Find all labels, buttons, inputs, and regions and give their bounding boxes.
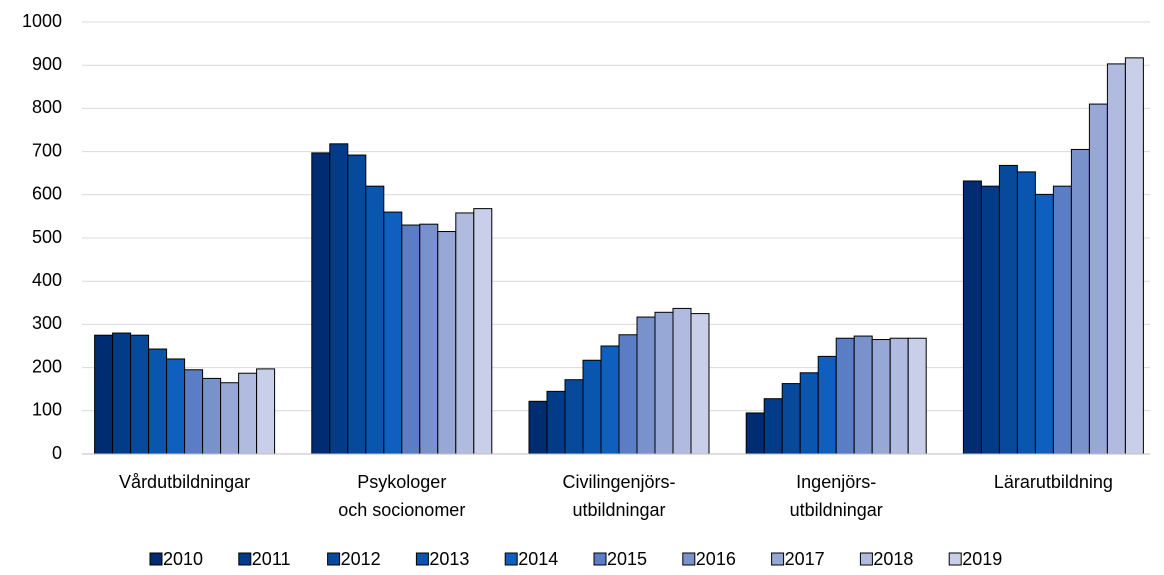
bar [980, 185, 1000, 455]
bar [636, 316, 656, 455]
bar [528, 400, 548, 455]
x-tick-label: Vårdutbildningar [119, 472, 250, 492]
bar [401, 224, 421, 455]
bar [781, 383, 801, 455]
legend-swatch [238, 552, 252, 566]
bar [889, 337, 909, 455]
x-tick-label: utbildningar [572, 500, 665, 520]
y-tick-label: 600 [32, 184, 62, 204]
bar [329, 143, 349, 455]
bar [437, 231, 457, 455]
legend-label: 2016 [696, 549, 736, 569]
legend-swatch [415, 552, 429, 566]
y-tick-label: 300 [32, 313, 62, 333]
bar [166, 358, 186, 455]
legend-label: 2010 [163, 549, 203, 569]
bar [473, 208, 493, 455]
bar [130, 334, 150, 455]
bar [94, 334, 114, 455]
bar [238, 372, 258, 455]
bar [419, 223, 439, 455]
bar [817, 355, 837, 455]
x-tick-label: Psykologer [357, 472, 446, 492]
y-tick-label: 100 [32, 400, 62, 420]
bar [1124, 57, 1144, 455]
bar [220, 382, 240, 455]
x-tick-label: utbildningar [790, 500, 883, 520]
x-tick-label: Civilingenjörs- [562, 472, 675, 492]
legend-label: 2018 [873, 549, 913, 569]
bar [763, 398, 783, 455]
bar [1088, 103, 1108, 455]
legend-label: 2015 [607, 549, 647, 569]
legend-label: 2012 [341, 549, 381, 569]
bar [148, 348, 168, 455]
bar [365, 185, 385, 455]
bar [1052, 185, 1072, 455]
legend-swatch [593, 552, 607, 566]
bar [347, 154, 367, 455]
legend-swatch [682, 552, 696, 566]
bar [1070, 148, 1090, 455]
y-tick-label: 200 [32, 356, 62, 376]
x-tick-label: Ingenjörs- [796, 472, 876, 492]
legend-label: 2011 [252, 549, 291, 569]
legend-label: 2014 [518, 549, 558, 569]
bar [962, 180, 982, 455]
bar [202, 377, 222, 455]
y-tick-label: 400 [32, 270, 62, 290]
bar [853, 335, 873, 455]
bar [871, 339, 891, 455]
bar [1106, 63, 1126, 455]
legend-label: 2013 [429, 549, 469, 569]
y-tick-label: 800 [32, 97, 62, 117]
bar [1016, 171, 1036, 455]
legend-swatch [771, 552, 785, 566]
bar [690, 313, 710, 455]
bar [907, 337, 927, 455]
x-tick-label: och socionomer [338, 500, 465, 520]
legend-label: 2017 [785, 549, 825, 569]
bar [672, 307, 692, 455]
bar [998, 164, 1018, 455]
y-tick-label: 0 [52, 443, 62, 463]
y-tick-label: 1000 [22, 11, 62, 31]
bar [546, 390, 566, 455]
x-tick-label: Lärarutbildning [994, 472, 1113, 492]
bar [256, 368, 276, 455]
bar [1034, 193, 1054, 455]
bar [383, 211, 403, 455]
legend-swatch [149, 552, 163, 566]
y-tick-label: 500 [32, 227, 62, 247]
y-tick-label: 900 [32, 54, 62, 74]
bar [311, 152, 331, 455]
bar [654, 311, 674, 455]
bar [618, 334, 638, 455]
legend-swatch [327, 552, 341, 566]
legend-swatch [859, 552, 873, 566]
bar [835, 337, 855, 455]
legend-label: 2019 [962, 549, 1002, 569]
legend-swatch [948, 552, 962, 566]
bar [799, 372, 819, 455]
bar [582, 359, 602, 455]
bar [455, 212, 475, 455]
legend-swatch [504, 552, 518, 566]
y-tick-label: 700 [32, 140, 62, 160]
bar [600, 345, 620, 455]
bar [184, 369, 204, 455]
bar [564, 379, 584, 455]
bar [745, 412, 765, 455]
bar [112, 332, 132, 455]
